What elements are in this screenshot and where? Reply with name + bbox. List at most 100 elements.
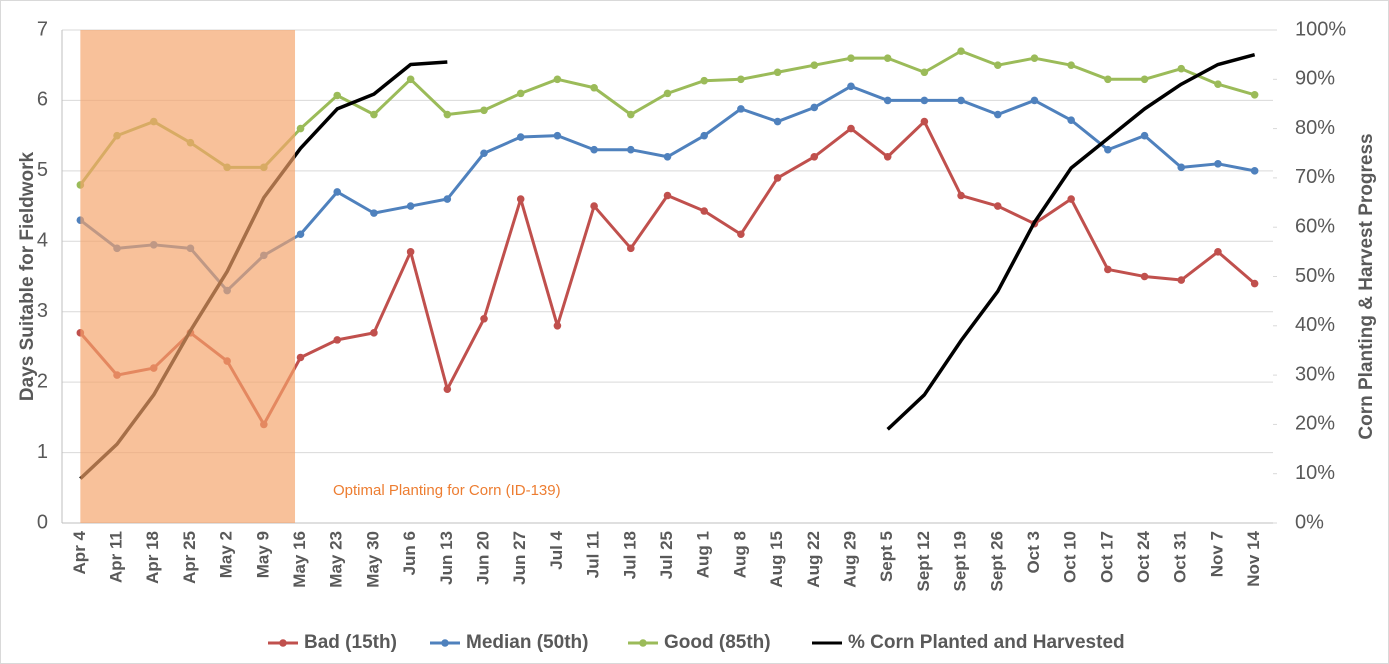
y2-tick-label: 80% xyxy=(1295,117,1335,139)
x-tick-label: Sept 5 xyxy=(877,531,896,582)
data-point xyxy=(700,207,708,215)
y-tick-label: 0 xyxy=(37,511,48,533)
x-tick-label: Aug 22 xyxy=(804,531,823,588)
data-point xyxy=(553,322,562,330)
x-tick-label: Nov 7 xyxy=(1207,531,1226,577)
data-point xyxy=(553,75,562,84)
data-point xyxy=(590,83,598,92)
y-tick-label: 3 xyxy=(37,300,48,322)
data-point xyxy=(810,103,819,112)
y2-axis-title: Corn Planting & Harvest Progress xyxy=(1356,133,1377,439)
data-point xyxy=(737,105,745,113)
x-tick-label: May 2 xyxy=(217,531,236,578)
y2-tick-label: 100% xyxy=(1295,18,1346,40)
x-tick-label: Apr 11 xyxy=(107,531,126,583)
data-point xyxy=(333,91,342,100)
x-tick-label: Oct 17 xyxy=(1097,531,1116,583)
data-point xyxy=(627,110,635,119)
data-point xyxy=(443,195,452,203)
data-point xyxy=(406,75,415,84)
data-point xyxy=(957,191,965,200)
y2-tick-label: 50% xyxy=(1295,265,1335,287)
x-tick-label: Jul 4 xyxy=(547,530,566,569)
data-point xyxy=(1104,75,1112,84)
x-tick-label: Jul 25 xyxy=(657,531,676,579)
x-tick-label: Aug 8 xyxy=(730,531,749,578)
data-point xyxy=(1177,64,1186,73)
data-point xyxy=(1214,80,1222,89)
data-point xyxy=(590,145,598,154)
legend-label: Bad (15th) xyxy=(304,632,397,653)
x-tick-label: Sept 19 xyxy=(951,531,970,591)
data-point xyxy=(957,96,965,105)
data-point xyxy=(1140,131,1149,140)
x-tick-label: Nov 14 xyxy=(1244,530,1263,586)
y-tick-label: 4 xyxy=(37,230,48,252)
data-point xyxy=(296,230,305,239)
data-point xyxy=(773,174,782,182)
data-point xyxy=(370,110,378,119)
data-point xyxy=(1177,163,1186,172)
y2-tick-label: 0% xyxy=(1295,511,1324,533)
x-tick-label: Jun 13 xyxy=(437,531,456,585)
x-tick-label: Oct 3 xyxy=(1024,531,1043,574)
data-point xyxy=(847,54,855,62)
data-point xyxy=(700,131,708,140)
y-tick-label: 7 xyxy=(37,18,48,40)
data-point xyxy=(443,110,452,119)
data-point xyxy=(553,131,562,140)
x-tick-label: Jul 11 xyxy=(584,531,603,578)
data-point xyxy=(296,353,305,362)
legend-label: % Corn Planted and Harvested xyxy=(848,632,1125,653)
data-point xyxy=(627,244,635,253)
data-point xyxy=(480,149,488,158)
data-point xyxy=(663,191,672,200)
data-point xyxy=(443,385,452,393)
data-point xyxy=(847,124,855,133)
data-point xyxy=(663,152,672,161)
x-tick-label: May 30 xyxy=(363,531,382,588)
data-point xyxy=(516,133,525,141)
legend-label: Median (50th) xyxy=(466,632,588,653)
x-tick-label: Sept 12 xyxy=(914,531,933,591)
data-point xyxy=(847,82,855,91)
data-point xyxy=(1030,96,1039,105)
data-point xyxy=(883,54,892,62)
data-point xyxy=(737,230,745,239)
data-point xyxy=(737,75,745,84)
x-tick-label: Oct 24 xyxy=(1134,530,1153,583)
data-point xyxy=(1067,116,1075,124)
data-point xyxy=(993,61,1002,70)
data-point xyxy=(663,89,672,98)
x-tick-label: Oct 10 xyxy=(1061,531,1080,583)
data-point xyxy=(920,117,929,126)
data-point xyxy=(1104,265,1112,274)
data-point xyxy=(296,124,305,133)
x-tick-label: Aug 29 xyxy=(840,531,859,588)
annotation: Optimal Planting for Corn (ID-139) xyxy=(333,482,561,499)
y2-tick-label: 90% xyxy=(1295,68,1335,90)
data-point xyxy=(957,47,965,55)
data-point xyxy=(700,76,708,85)
data-point xyxy=(920,68,929,77)
planting-window xyxy=(80,30,296,523)
data-point xyxy=(810,61,819,70)
y2-tick-label: 60% xyxy=(1295,215,1335,237)
legend-marker xyxy=(639,639,647,647)
data-point xyxy=(1250,279,1259,288)
data-point xyxy=(810,152,819,161)
y2-tick-label: 10% xyxy=(1295,462,1335,484)
data-point xyxy=(1067,61,1075,70)
data-point xyxy=(1214,248,1222,256)
y-tick-label: 1 xyxy=(37,441,48,463)
data-point xyxy=(1104,145,1112,154)
x-tick-label: Apr 18 xyxy=(143,531,162,584)
y-tick-label: 6 xyxy=(37,89,48,111)
x-tick-label: May 23 xyxy=(327,531,346,588)
data-point xyxy=(773,117,782,126)
data-point xyxy=(1214,160,1222,168)
data-point xyxy=(1250,90,1259,99)
y-axis-title: Days Suitable for Fieldwork xyxy=(17,151,38,401)
data-point xyxy=(1250,167,1259,175)
